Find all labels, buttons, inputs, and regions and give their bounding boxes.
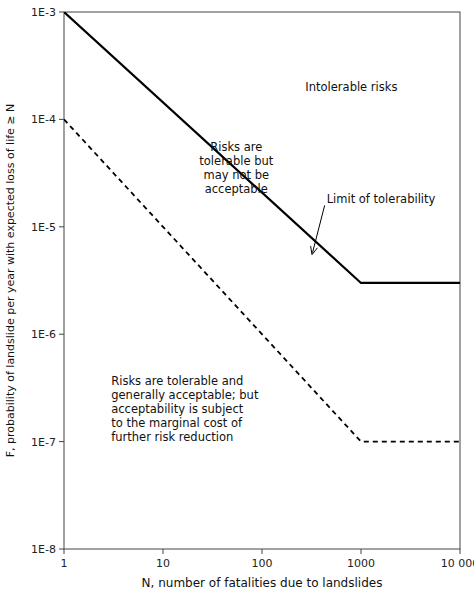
x-tick [262, 549, 263, 554]
annotation-line: Risks are [210, 140, 262, 154]
annotation-line: Limit of tolerability [327, 192, 436, 206]
annotation-line: to the marginal cost of [111, 416, 243, 430]
y-tick-label: 1E-5 [31, 221, 56, 234]
x-tick [163, 549, 164, 554]
plot-frame [64, 12, 460, 549]
annotation: Risks are tolerable andgenerally accepta… [111, 374, 259, 444]
dashed-line [64, 119, 460, 441]
x-axis-label: N, number of fatalities due to landslide… [142, 576, 383, 590]
annotation-line: acceptability is subject [111, 402, 243, 416]
annotation-line: Risks are tolerable and [111, 374, 243, 388]
y-tick-label: 1E-6 [31, 328, 56, 341]
x-tick-label: 10 000 [441, 557, 474, 570]
plot-area [64, 12, 460, 442]
y-tick [59, 441, 64, 442]
y-tick [59, 12, 64, 13]
annotation: Intolerable risks [305, 80, 397, 94]
y-tick [59, 549, 64, 550]
x-tick [64, 549, 65, 554]
y-axis-label: F, probability of landslide per year wit… [4, 104, 17, 458]
y-tick-label: 1E-7 [31, 436, 56, 449]
annotation: Limit of tolerability [327, 192, 436, 206]
x-tick-label: 1000 [347, 557, 375, 570]
x-tick [460, 549, 461, 554]
y-tick-label: 1E-3 [31, 6, 56, 19]
y-tick-label: 1E-8 [31, 543, 56, 556]
y-tick [59, 119, 64, 120]
x-tick [361, 549, 362, 554]
annotation-line: may not be [204, 168, 270, 182]
y-tick [59, 226, 64, 227]
annotation-line: further risk reduction [111, 430, 233, 444]
annotation-line: acceptable [205, 182, 268, 196]
annotation-line: tolerable but [199, 154, 273, 168]
x-tick-label: 10 [156, 557, 170, 570]
chart: 1 10 100 1000 10 000 1E-8 1E-7 1E-6 1E-5 1E-4 1E-3… [0, 0, 474, 597]
y-tick [59, 334, 64, 335]
arrow [313, 205, 325, 252]
annotation-line: Intolerable risks [305, 80, 397, 94]
y-tick-label: 1E-4 [31, 113, 56, 126]
x-tick-label: 100 [252, 557, 273, 570]
annotation-line: generally acceptable; but [111, 388, 259, 402]
annotation: Risks aretolerable butmay not beacceptab… [199, 140, 273, 196]
arrow-head [311, 246, 318, 255]
x-tick-label: 1 [61, 557, 68, 570]
solid-line [64, 12, 460, 283]
